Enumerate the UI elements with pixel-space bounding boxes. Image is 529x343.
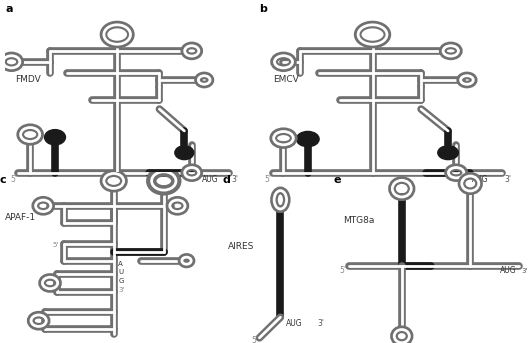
Circle shape [296, 131, 319, 147]
Text: d: d [222, 175, 230, 185]
Text: APAF-1: APAF-1 [5, 213, 35, 222]
Text: 5': 5' [52, 242, 59, 248]
Text: AUG: AUG [202, 175, 218, 184]
Text: 5': 5' [10, 175, 17, 184]
Text: 3': 3' [232, 175, 239, 184]
Circle shape [175, 146, 194, 159]
Text: FMDV: FMDV [15, 75, 41, 84]
Text: c: c [0, 175, 7, 185]
Text: 3': 3' [505, 175, 512, 184]
Text: 3': 3' [317, 319, 325, 328]
Text: EMCV: EMCV [273, 75, 298, 84]
Text: 3': 3' [118, 286, 125, 293]
Text: 5': 5' [264, 175, 271, 184]
Text: U: U [118, 269, 123, 275]
Text: A: A [118, 261, 123, 267]
Circle shape [44, 130, 66, 145]
Text: AUG: AUG [472, 175, 489, 184]
Text: MTG8a: MTG8a [343, 216, 375, 225]
Text: AUG: AUG [286, 319, 303, 328]
Text: 3': 3' [521, 268, 527, 274]
Text: a: a [5, 4, 13, 14]
Text: 5': 5' [339, 266, 346, 275]
Text: 5': 5' [251, 336, 258, 343]
Text: e: e [333, 175, 341, 185]
Text: G: G [118, 278, 124, 284]
Circle shape [438, 146, 458, 159]
Text: AIRES: AIRES [228, 242, 254, 251]
Text: b: b [259, 4, 267, 14]
Text: AUG: AUG [499, 266, 516, 275]
